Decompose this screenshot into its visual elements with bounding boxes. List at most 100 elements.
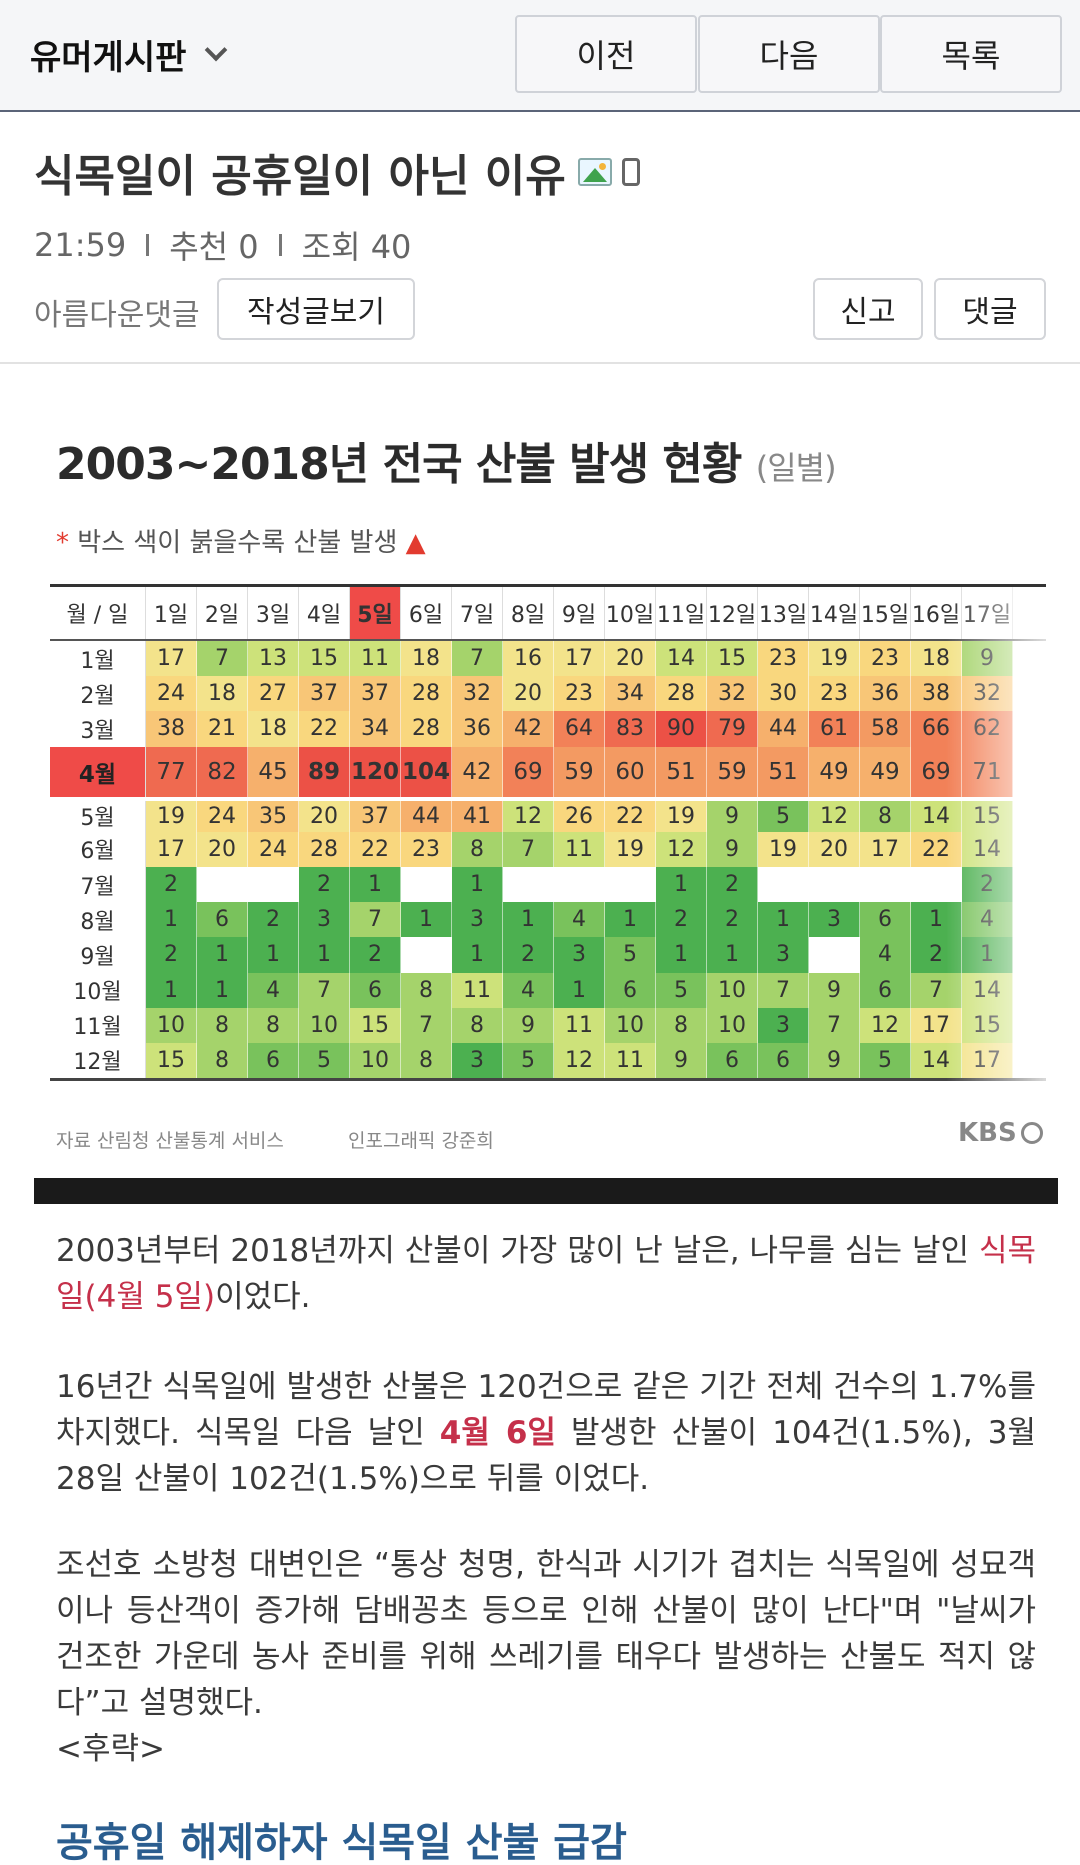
data-source: 자료 산림청 산불통계 서비스 <box>56 1130 284 1152</box>
heatmap-cell: 17 <box>146 831 197 867</box>
heatmap-day-header: 11일 <box>656 587 707 639</box>
heatmap-cell: 2 <box>707 902 758 938</box>
p2-text-a: 16년간 식목일에 발생한 산불은 120건으로 같은 기간 전체 건수의 1.… <box>56 1369 1036 1451</box>
heatmap-cell: 2 <box>962 866 1013 903</box>
heatmap-cell: 8 <box>656 1007 707 1043</box>
prev-button[interactable]: 이전 <box>515 15 697 93</box>
heatmap-cell: 9 <box>809 1042 860 1079</box>
heatmap-cell: 2 <box>350 937 401 973</box>
infographic-title-text: 2003~2018년 전국 산불 발생 현황 <box>56 439 742 490</box>
infographic-title: 2003~2018년 전국 산불 발생 현황 (일별) <box>56 428 837 492</box>
heatmap-month-row: 6월 17 20 24 28 22 23 8 7 11 19 12 9 19 20 17 22 14 <box>50 831 1046 867</box>
heatmap-corner-label: 월 / 일 <box>50 587 146 639</box>
heatmap-day-header: 17일 <box>962 587 1013 639</box>
heatmap-cell: 8 <box>860 800 911 832</box>
post-title-row: 식목일이 공휴일이 아닌 이유 <box>34 140 640 204</box>
heatmap-cell: 14 <box>962 972 1013 1008</box>
heatmap-cell: 3 <box>758 937 809 973</box>
heatmap-cell: 10 <box>299 1007 350 1043</box>
image-bottom-bar <box>34 1178 1058 1204</box>
heatmap-month-row: 9월 2 1 1 1 2 1 2 3 5 1 1 3 4 2 1 <box>50 937 1046 973</box>
heatmap-cell: 24 <box>197 800 248 832</box>
heatmap-cell <box>860 866 911 903</box>
next-button[interactable]: 다음 <box>698 15 880 93</box>
comment-button[interactable]: 댓글 <box>934 278 1046 340</box>
heatmap-day-header: 1일 <box>146 587 197 639</box>
recommend-count: 추천 0 <box>169 228 259 266</box>
heatmap-cell: 71 <box>962 746 1013 797</box>
heatmap-month-label: 8월 <box>50 902 146 938</box>
heatmap-cell: 49 <box>809 746 860 797</box>
heatmap-cell: 8 <box>197 1042 248 1079</box>
report-button[interactable]: 신고 <box>813 278 923 340</box>
heatmap-cell: 6 <box>707 1042 758 1079</box>
heatmap-cell: 8 <box>401 972 452 1008</box>
heatmap-cell: 5 <box>605 937 656 973</box>
heatmap-cell: 17 <box>554 641 605 677</box>
heatmap-cell <box>758 866 809 903</box>
heatmap-cell: 1 <box>299 937 350 973</box>
heatmap-cell <box>809 937 860 973</box>
heatmap-cell: 5 <box>758 800 809 832</box>
heatmap-cell: 23 <box>401 831 452 867</box>
heatmap-cell: 77 <box>146 746 197 797</box>
heatmap-cell: 14 <box>962 831 1013 867</box>
heatmap-month-label: 7월 <box>50 866 146 903</box>
heatmap-cell: 15 <box>962 800 1013 832</box>
heatmap-cell: 104 <box>401 746 452 797</box>
heatmap-cell: 14 <box>911 1042 962 1079</box>
heatmap-cell: 120 <box>350 746 401 797</box>
heatmap-month-label: 4월 <box>50 746 146 797</box>
heatmap-cell: 15 <box>707 641 758 677</box>
heatmap-cell: 7 <box>503 831 554 867</box>
heatmap-cell: 6 <box>758 1042 809 1079</box>
heatmap-cell: 1 <box>197 937 248 973</box>
graphic-credit: 인포그래픽 강준희 <box>348 1130 494 1152</box>
heatmap-cell: 7 <box>758 972 809 1008</box>
heatmap-month-label: 10월 <box>50 972 146 1008</box>
list-button[interactable]: 목록 <box>880 15 1062 93</box>
heatmap-cell: 38 <box>146 711 197 747</box>
heatmap-cell: 14 <box>911 800 962 832</box>
post-time: 21:59 <box>34 226 127 264</box>
heatmap-cell: 17 <box>860 831 911 867</box>
heatmap-cell: 28 <box>656 676 707 712</box>
heatmap-cell: 6 <box>197 902 248 938</box>
heatmap-day-header: 9일 <box>554 587 605 639</box>
heatmap-cell: 37 <box>299 676 350 712</box>
heatmap-month-row: 12월 15 8 6 5 10 8 3 5 12 11 9 6 6 9 5 14 17 <box>50 1042 1046 1079</box>
heatmap-cell: 10 <box>707 1007 758 1043</box>
board-title: 유머게시판 <box>30 38 187 78</box>
board-selector[interactable]: 유머게시판 <box>30 30 228 79</box>
heatmap-cell: 1 <box>350 866 401 903</box>
heatmap-cell: 1 <box>452 937 503 973</box>
heatmap-cell: 1 <box>197 972 248 1008</box>
heatmap-cell: 10 <box>350 1042 401 1079</box>
heatmap-cell: 1 <box>146 972 197 1008</box>
heatmap-cell: 11 <box>452 972 503 1008</box>
kbs-logo-circle <box>1020 1122 1043 1144</box>
heatmap-cell: 20 <box>605 641 656 677</box>
heatmap-cell <box>605 866 656 903</box>
heatmap-cell: 12 <box>860 1007 911 1043</box>
heatmap-cell: 6 <box>860 902 911 938</box>
heatmap-cell: 61 <box>809 711 860 747</box>
heatmap-cell: 1 <box>554 972 605 1008</box>
heatmap-day-header: 5일 <box>350 587 401 639</box>
heatmap-cell: 15 <box>350 1007 401 1043</box>
heatmap-cell: 19 <box>656 800 707 832</box>
heatmap-cell <box>809 866 860 903</box>
heatmap-cell: 3 <box>452 1042 503 1079</box>
heatmap-day-header: 6일 <box>401 587 452 639</box>
heatmap-cell: 18 <box>911 641 962 677</box>
view-posts-button[interactable]: 작성글보기 <box>217 278 415 340</box>
author-name[interactable]: 아름다운댓글 <box>34 298 200 333</box>
heatmap-cell: 18 <box>197 676 248 712</box>
heatmap-cell: 18 <box>248 711 299 747</box>
heatmap-cell: 9 <box>656 1042 707 1079</box>
heatmap-cell: 44 <box>758 711 809 747</box>
heatmap-cell: 3 <box>452 902 503 938</box>
arrow-up-icon: ▲ <box>405 528 426 558</box>
heatmap-cell: 9 <box>809 972 860 1008</box>
heatmap-cell: 15 <box>299 641 350 677</box>
